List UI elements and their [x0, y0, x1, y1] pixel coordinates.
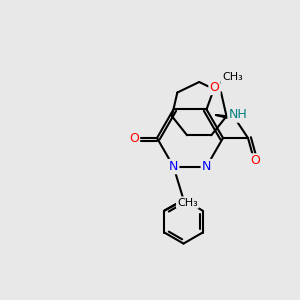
Text: CH₃: CH₃ [222, 72, 243, 82]
Text: NH: NH [229, 109, 247, 122]
Text: O: O [210, 81, 219, 94]
Text: O: O [129, 131, 139, 145]
Text: CH₃: CH₃ [177, 198, 198, 208]
Text: O: O [250, 154, 260, 167]
Text: N: N [202, 160, 211, 173]
Text: N: N [169, 160, 178, 173]
